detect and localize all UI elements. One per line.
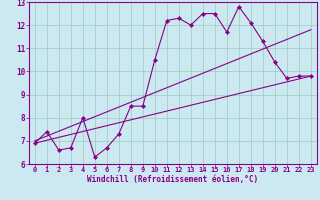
- X-axis label: Windchill (Refroidissement éolien,°C): Windchill (Refroidissement éolien,°C): [87, 175, 258, 184]
